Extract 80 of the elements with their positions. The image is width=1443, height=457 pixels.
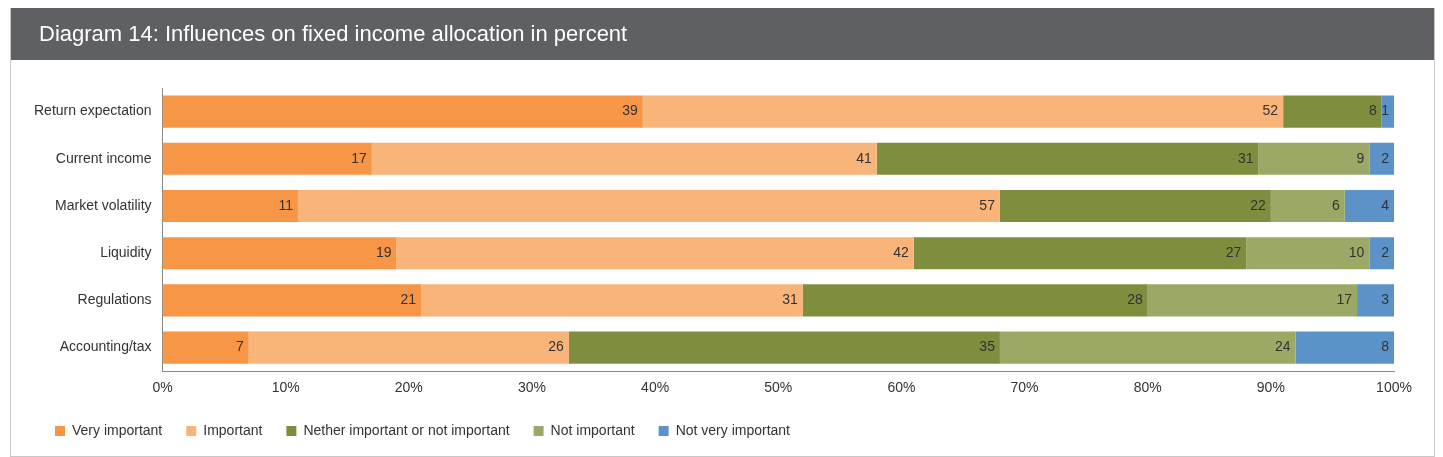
data-label: 24	[1274, 338, 1291, 355]
data-label: 39	[622, 102, 638, 119]
data-label: 8	[1381, 338, 1390, 355]
x-tick-label: 70%	[1010, 379, 1039, 396]
data-label: 4	[1381, 196, 1390, 213]
x-tick-label: 60%	[887, 379, 916, 396]
data-label: 52	[1262, 102, 1279, 119]
data-label: 22	[1250, 196, 1267, 213]
bar	[297, 189, 1000, 223]
bar	[371, 142, 877, 175]
bar	[1258, 142, 1370, 175]
bar	[568, 331, 1000, 364]
chart-title: Diagram 14: Influences on fixed income allocation in percent	[11, 8, 1434, 60]
data-label: 19	[375, 244, 392, 261]
bar	[396, 237, 914, 270]
data-label: 35	[979, 338, 996, 355]
data-label: 2	[1381, 244, 1390, 261]
x-tick-label: 100%	[1376, 379, 1412, 396]
data-label: 10	[1348, 244, 1365, 261]
data-label: 3	[1381, 291, 1390, 308]
data-label: 7	[235, 338, 244, 355]
data-label: 17	[1336, 291, 1353, 308]
y-tick-label: Current income	[55, 149, 152, 166]
data-label: 28	[1127, 291, 1143, 308]
bar	[913, 237, 1247, 270]
x-tick-label: 80%	[1133, 379, 1162, 396]
y-tick-label: Market volatility	[55, 196, 152, 213]
bar	[421, 284, 803, 317]
bar	[162, 237, 397, 270]
x-tick-label: 20%	[394, 379, 423, 396]
bar	[999, 189, 1271, 223]
data-label: 27	[1225, 244, 1242, 261]
data-label: 9	[1356, 149, 1365, 166]
data-label: 26	[548, 338, 565, 355]
x-tick-label: 30%	[517, 379, 546, 396]
bar	[162, 331, 249, 364]
data-label: 1	[1381, 102, 1390, 119]
bar	[1246, 237, 1370, 270]
bar	[1344, 189, 1394, 223]
legend-label: Very important	[72, 421, 163, 438]
y-tick-label: Return expectation	[33, 102, 152, 119]
bar	[1270, 189, 1345, 223]
bar	[162, 284, 422, 317]
legend-label: Important	[203, 421, 263, 438]
bar	[876, 142, 1259, 175]
x-tick-label: 40%	[641, 379, 670, 396]
data-label: 11	[278, 196, 294, 213]
bar	[1369, 237, 1394, 270]
legend-label: Nether important or not important	[303, 421, 510, 438]
bar	[162, 95, 643, 128]
data-label: 2	[1381, 149, 1390, 166]
bar	[1147, 284, 1358, 317]
y-tick-label: Regulations	[77, 291, 152, 308]
x-tick-label: 0%	[152, 379, 173, 396]
bar	[162, 142, 372, 175]
x-tick-label: 50%	[764, 379, 793, 396]
data-label: 42	[893, 244, 909, 261]
bar	[999, 331, 1296, 364]
y-tick-label: Liquidity	[100, 244, 152, 261]
bar	[1357, 284, 1394, 317]
data-label: 17	[351, 149, 368, 166]
bar	[1283, 95, 1382, 128]
y-tick-label: Accounting/tax	[59, 338, 152, 355]
bar	[162, 189, 298, 223]
bar	[248, 331, 569, 364]
data-label: 41	[856, 149, 872, 166]
data-label: 31	[1237, 149, 1254, 166]
data-label: 8	[1368, 102, 1377, 119]
data-label: 6	[1331, 196, 1340, 213]
bar	[642, 95, 1284, 128]
data-label: 31	[782, 291, 799, 308]
x-tick-label: 90%	[1256, 379, 1285, 396]
bar	[1295, 331, 1394, 364]
x-tick-label: 10%	[271, 379, 300, 396]
bar	[802, 284, 1148, 317]
legend-label: Not very important	[675, 421, 791, 438]
legend-label: Not important	[550, 421, 635, 438]
bar	[1369, 142, 1394, 175]
data-label: 21	[400, 291, 417, 308]
data-label: 57	[979, 196, 996, 213]
